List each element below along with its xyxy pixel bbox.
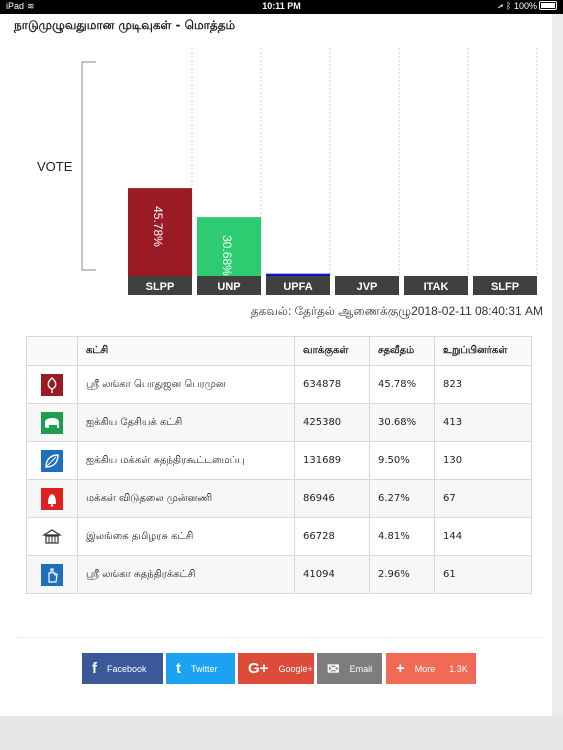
party-name: இலங்கை தமிழரசு கட்சி [77,517,295,556]
member-count: 67 [434,479,532,518]
data-label-slpp: 45.78% [151,206,165,247]
status-bar: iPad ≋ 10:11 PM ➚ ᛒ 100% [0,0,563,14]
facebook-share-label: Facebook [107,663,147,674]
category-box-itak [404,276,468,295]
party-logo-cell [26,479,78,518]
vote-count: 131689 [294,441,370,480]
googleplus-share-label: Google+ [278,663,313,674]
betel-leaf-logo [41,449,63,472]
party-name: மக்கள் விடுதலை முன்னணி [77,479,295,518]
email-share-label: Email [349,663,373,674]
category-box-slpp [128,276,192,295]
house-logo [41,525,63,548]
facebook-icon: f [92,660,97,677]
column-header-percent: சதவீதம் [369,336,435,366]
source-line: தகவல்: தேர்தல் ஆணைக்குழு2018-02-11 08:40… [250,304,543,318]
results-table: கட்சி வாக்குகள் சதவீதம் உறுப்பினர்கள் ஸ்… [26,336,532,594]
vote-percent: 6.27% [369,479,435,518]
y-axis-bracket [81,61,96,271]
twitter-icon: t [176,660,181,677]
twitter-share-button[interactable]: t Twitter [166,653,235,684]
category-label-upfa: UPFA [283,281,312,293]
battery-percent: 100% [513,1,537,11]
member-count: 130 [434,441,532,480]
bar-upfa [266,273,330,276]
table-row: ஸ்ரீ லங்கா சுதந்திரக்கட்சி 41094 2.96% 61 [26,555,532,594]
battery-icon [539,1,557,10]
bar-slpp [128,188,192,276]
vote-count: 425380 [294,403,370,442]
googleplus-share-button[interactable]: G+ Google+ [238,653,314,684]
category-label-slfp: SLFP [491,281,519,293]
vote-chart: VOTE SLPP 45.78% UNP 30.68% UPFA JVP ITAK SLFP [0,40,563,330]
party-logo-cell [26,555,78,594]
category-box-upfa [266,276,330,295]
email-share-button[interactable]: ✉ Email [317,653,382,684]
data-label-unp: 30.68% [220,235,234,276]
hand-logo [41,563,63,586]
party-name: ஸ்ரீ லங்கா பொதுஜன பெரமுன [77,365,295,404]
category-box-unp [197,276,261,295]
vote-percent: 2.96% [369,555,435,594]
more-share-button[interactable]: + More 1.3K [386,653,476,684]
wifi-icon: ≋ [27,1,35,11]
table-row: ஸ்ரீ லங்கா பொதுஜன பெரமுன 634878 45.78% 823 [26,365,532,404]
more-icon: + [396,660,405,677]
tree-logo [41,373,63,396]
table-header-row: கட்சி வாக்குகள் சதவீதம் உறுப்பினர்கள் [26,336,532,366]
category-label-unp: UNP [217,281,240,293]
vote-count: 634878 [294,365,370,404]
device-label: iPad ≋ [6,1,35,11]
vote-chart-svg: VOTE SLPP 45.78% UNP 30.68% UPFA JVP ITAK SLFP [37,48,538,295]
column-header-members: உறுப்பினர்கள் [434,336,532,366]
location-icon: ➚ [498,1,504,11]
vote-percent: 30.68% [369,403,435,442]
email-icon: ✉ [327,660,340,678]
twitter-share-label: Twitter [191,663,218,674]
member-count: 823 [434,365,532,404]
table-row: ஐக்கிய மக்கள் சுதந்திரகூட்டமைப்பு 131689 9… [26,441,532,480]
bar-unp [197,217,261,276]
vote-count: 41094 [294,555,370,594]
divider [18,637,544,638]
more-share-label: More [414,663,436,674]
member-count: 61 [434,555,532,594]
page-footer [0,716,563,750]
vote-percent: 9.50% [369,441,435,480]
table-row: இலங்கை தமிழரசு கட்சி 66728 4.81% 144 [26,517,532,556]
category-box-jvp [335,276,399,295]
member-count: 413 [434,403,532,442]
category-label-jvp: JVP [357,281,378,293]
bell-logo [41,487,63,510]
status-right: ➚ ᛒ 100% [498,1,557,11]
table-row: ஐக்கிய தேசியக் கட்சி 425380 30.68% 413 [26,403,532,442]
elephant-logo [41,411,63,434]
googleplus-icon: G+ [248,660,269,677]
party-name: ஐக்கிய தேசியக் கட்சி [77,403,295,442]
category-label-itak: ITAK [424,281,449,293]
vote-percent: 4.81% [369,517,435,556]
vote-count: 86946 [294,479,370,518]
party-logo-cell [26,403,78,442]
vote-percent: 45.78% [369,365,435,404]
party-logo-cell [26,517,78,556]
party-logo-cell [26,441,78,480]
party-name: ஐக்கிய மக்கள் சுதந்திரகூட்டமைப்பு [77,441,295,480]
share-count: 1.3K [449,663,468,674]
bluetooth-icon: ᛒ [506,1,512,11]
party-logo-cell [26,365,78,404]
member-count: 144 [434,517,532,556]
clock: 10:11 PM [262,1,301,11]
category-box-slfp [473,276,537,295]
vote-count: 66728 [294,517,370,556]
column-header-party: கட்சி [77,336,295,366]
column-header-votes: வாக்குகள் [294,336,370,366]
table-row: மக்கள் விடுதலை முன்னணி 86946 6.27% 67 [26,479,532,518]
category-label-slpp: SLPP [146,281,175,293]
facebook-share-button[interactable]: f Facebook [82,653,163,684]
y-axis-label: VOTE [37,159,73,174]
column-header-logo [26,336,78,366]
page-title: நாடுமுழுவதுமான முடிவுகள் - மொத்தம் [14,18,236,32]
party-name: ஸ்ரீ லங்கா சுதந்திரக்கட்சி [77,555,295,594]
